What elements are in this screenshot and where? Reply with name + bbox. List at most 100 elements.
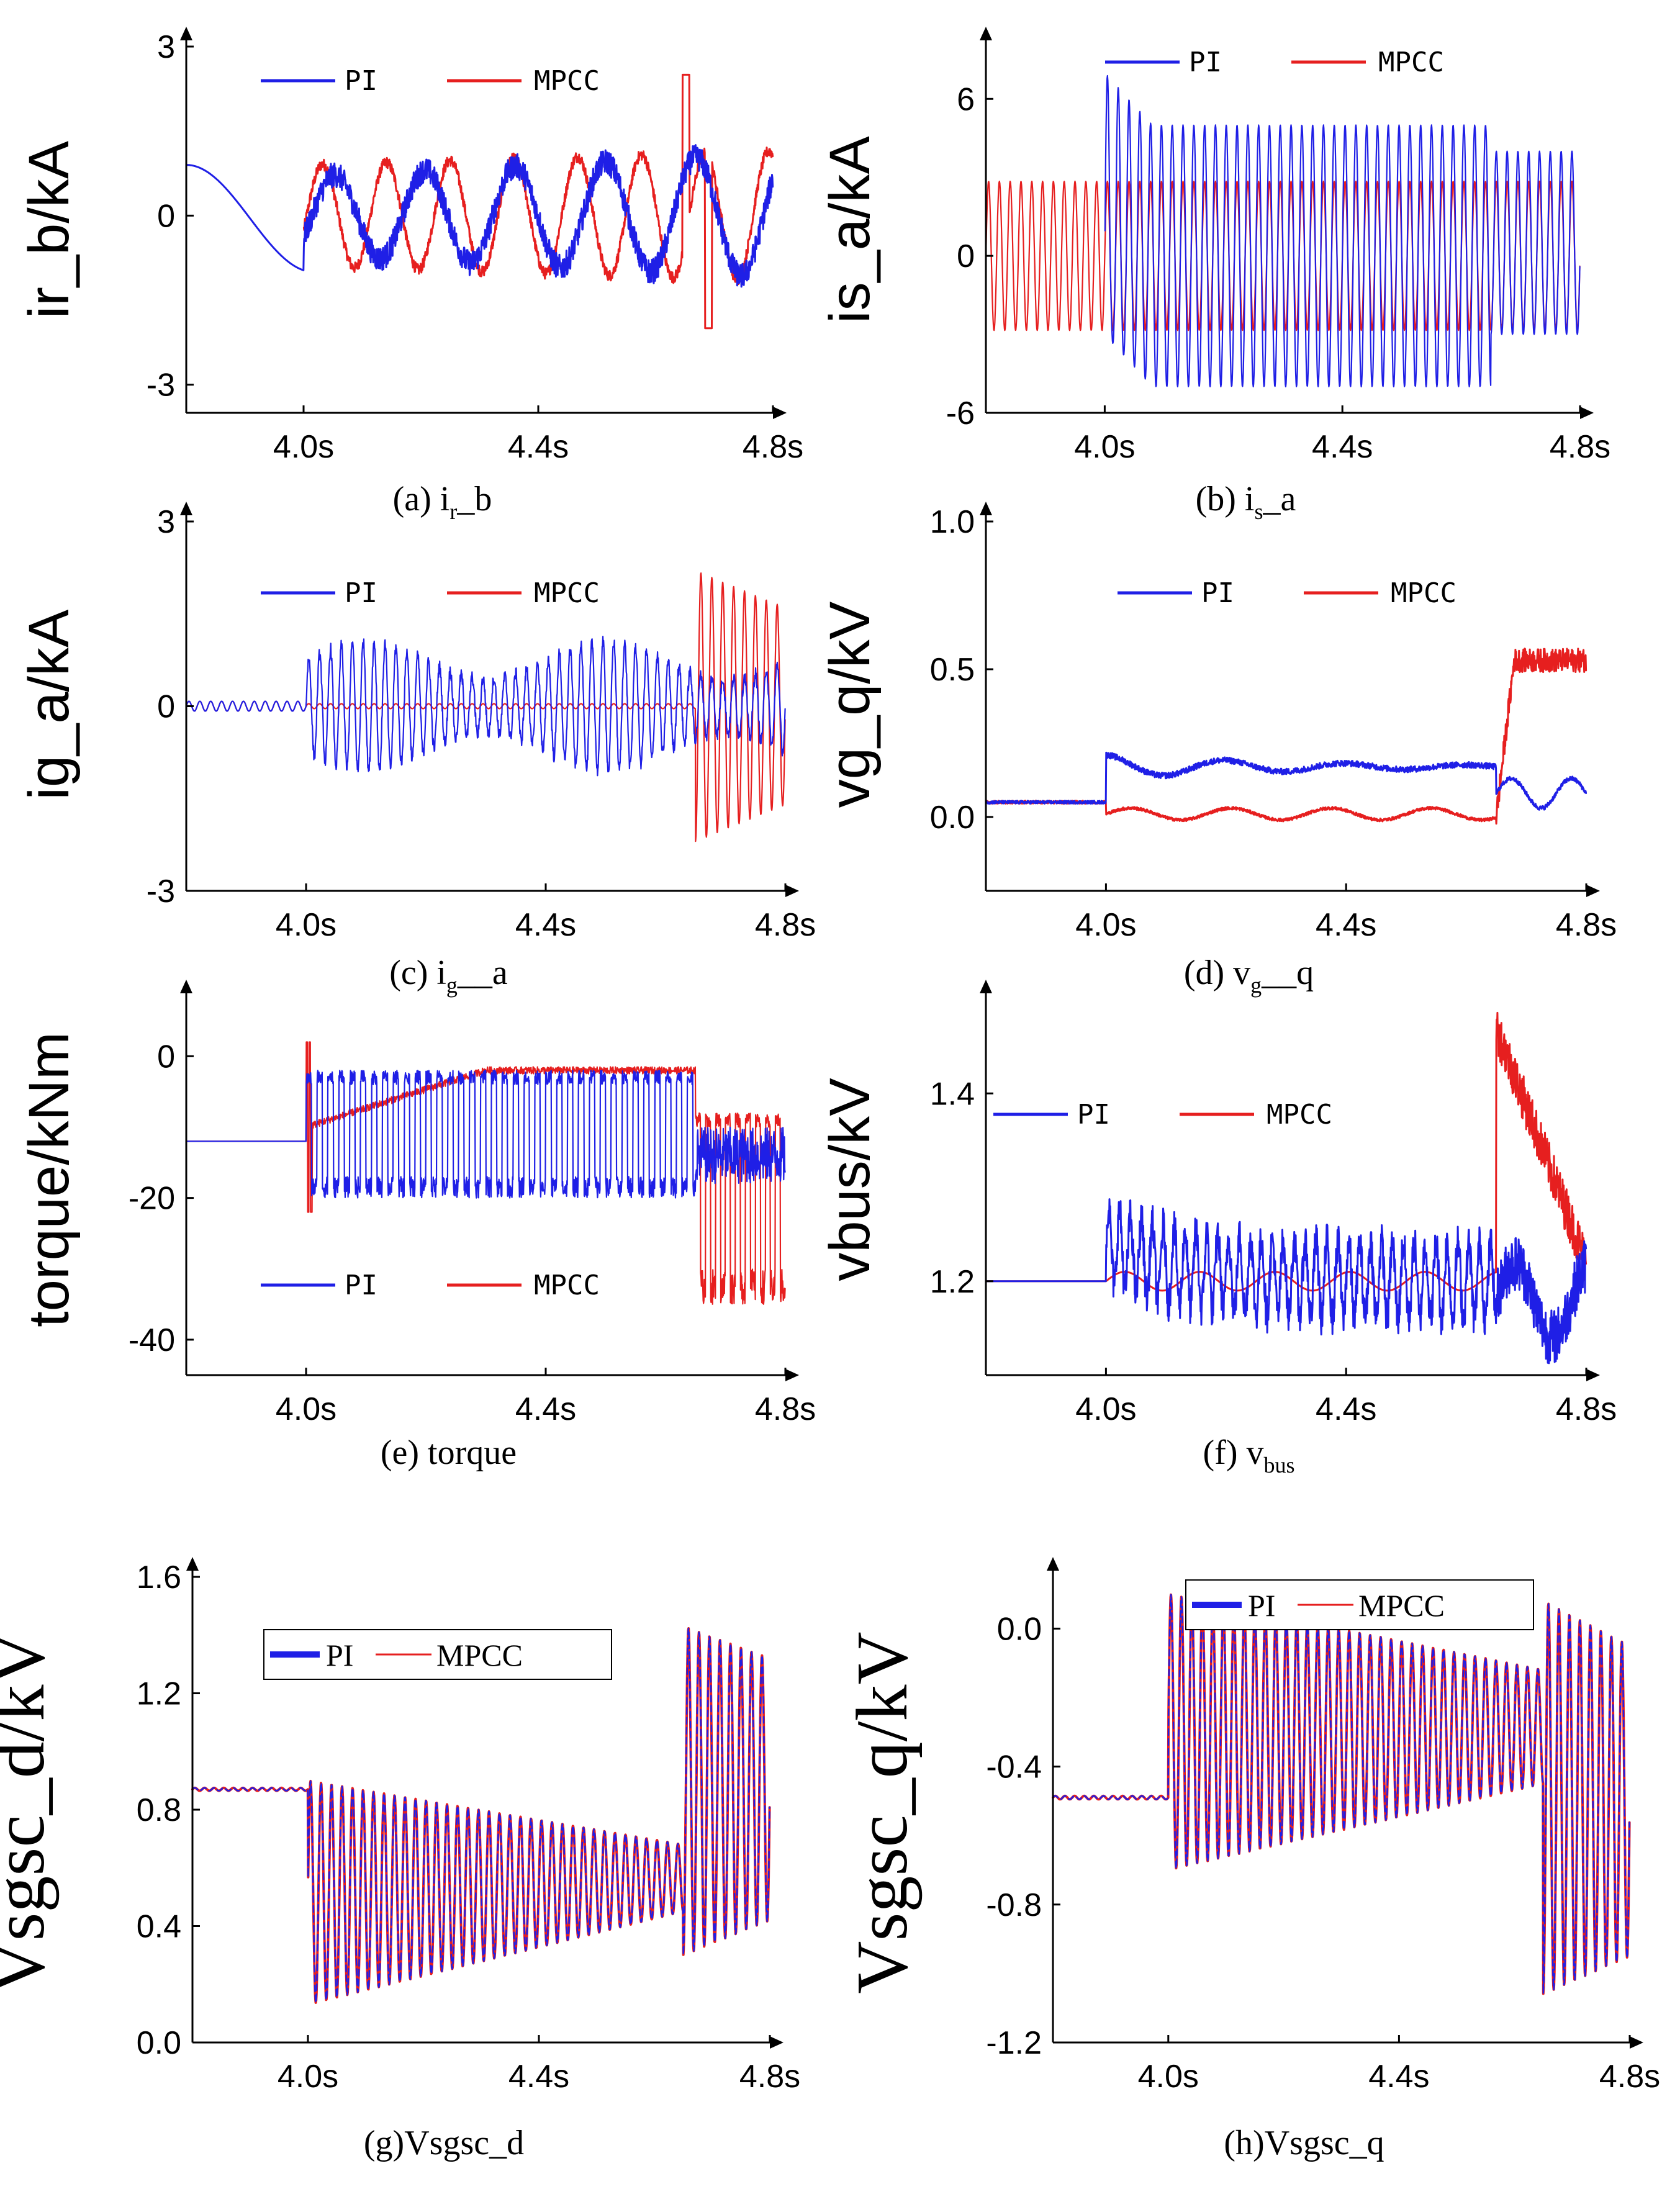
series-mpcc-f (985, 1011, 1587, 1292)
y-axis-arrow-d (980, 502, 992, 515)
y-axis-arrow-g (186, 1557, 199, 1571)
y-tick-label-a: -3 (147, 368, 175, 404)
caption-c: (c) ig__a (389, 954, 508, 998)
y-tick-label-a: 3 (157, 29, 175, 65)
y-tick-label-g: 1.6 (137, 1559, 181, 1595)
legend-label-mpcc-e: MPCC (534, 1270, 600, 1301)
y-tick-label-d: 0.0 (930, 800, 975, 836)
y-tick-label-e: -40 (129, 1322, 175, 1358)
x-tick-label-e: 4.0s (276, 1391, 336, 1427)
x-tick-label-g: 4.8s (739, 2059, 800, 2095)
x-tick-label-f: 4.8s (1556, 1391, 1617, 1427)
x-tick-label-g: 4.4s (508, 2059, 569, 2095)
x-axis-arrow-f (1586, 1369, 1600, 1381)
x-tick-label-g: 4.0s (278, 2059, 338, 2095)
series-mpcc-h (1052, 1593, 1631, 1995)
y-tick-label-d: 0.5 (930, 652, 975, 688)
x-tick-label-e: 4.8s (755, 1391, 816, 1427)
y-axis-label-f: vbus/kV (818, 1078, 882, 1281)
x-tick-label-c: 4.4s (515, 907, 576, 943)
legend-box-g (263, 1629, 612, 1680)
y-tick-label-f: 1.2 (930, 1264, 975, 1300)
x-tick-label-f: 4.4s (1316, 1391, 1376, 1427)
chart-panel-d: 4.0s 4.4s 4.8s 1.0 0.5 0.0 vg_q/kV PI MPCC (d) vg… (818, 502, 1617, 998)
x-axis-arrow-a (773, 407, 787, 419)
series-pi-b (1104, 74, 1581, 387)
chart-panel-b: 4.0s 4.4s 4.8s 6 0 -6 is_a/kA PI MPCC (b) is_a (818, 27, 1610, 524)
legend-box-h (1185, 1579, 1534, 1630)
y-tick-label-g: 0.8 (137, 1792, 181, 1828)
series-pi-h (1052, 1594, 1630, 1995)
caption-b: (b) is_a (1196, 480, 1296, 524)
series-pi-c (185, 636, 786, 777)
series-mpcc-d (985, 648, 1587, 825)
y-axis-arrow-a (180, 27, 192, 40)
legend-label-pi-a: PI (345, 65, 377, 97)
y-tick-label-c: 0 (157, 689, 175, 725)
legend-label-mpcc-h: MPCC (1358, 1588, 1445, 1623)
x-axis-arrow-d (1586, 885, 1600, 897)
legend-label-pi-g: PI (326, 1638, 353, 1672)
x-tick-label-c: 4.8s (755, 907, 816, 943)
caption-f: (f) vbus (1203, 1433, 1295, 1478)
legend-label-mpcc-b: MPCC (1378, 47, 1444, 78)
x-tick-label-d: 4.8s (1556, 907, 1617, 943)
caption-h: (h)Vsgsc_q (1224, 2124, 1384, 2162)
y-tick-label-f: 1.4 (930, 1076, 975, 1112)
legend-label-pi-h: PI (1248, 1588, 1275, 1623)
legend-label-mpcc-a: MPCC (534, 65, 600, 97)
caption-d: (d) vg__q (1184, 954, 1314, 998)
y-tick-label-d: 1.0 (930, 504, 975, 540)
y-tick-label-g: 1.2 (137, 1676, 181, 1712)
y-axis-label-c: ig_a/kA (17, 609, 81, 800)
y-axis-label-h: Vsgsc_q/kV (841, 1632, 923, 1993)
y-tick-label-e: 0 (157, 1039, 175, 1075)
y-axis-arrow-h (1047, 1557, 1059, 1571)
x-axis-arrow-g (770, 2036, 784, 2049)
x-tick-label-b: 4.4s (1312, 429, 1373, 465)
y-tick-label-b: 6 (957, 81, 975, 117)
y-tick-label-c: -3 (147, 873, 175, 909)
caption-e: (e) torque (381, 1433, 517, 1472)
chart-panel-e: 4.0s 4.4s 4.8s 0 -20 -40 torque/kNm PI MPCC (e) t… (17, 980, 816, 1472)
y-tick-label-e: -20 (129, 1181, 175, 1217)
chart-panel-g: 4.0s 4.4s 4.8s 1.6 1.2 0.8 0.4 0.0 Vsgsc_d/kV PI M… (0, 1557, 800, 2162)
series-pi-d (985, 751, 1587, 811)
series-pi-g (191, 1627, 770, 2004)
x-axis-arrow-e (785, 1369, 799, 1381)
series-pi-f (985, 1198, 1587, 1365)
x-tick-label-c: 4.0s (276, 907, 336, 943)
legend-label-pi-c: PI (345, 577, 377, 609)
x-tick-label-h: 4.8s (1599, 2059, 1660, 2095)
legend-label-pi-f: PI (1077, 1099, 1110, 1131)
x-tick-label-d: 4.4s (1316, 907, 1376, 943)
legend-label-pi-e: PI (345, 1270, 377, 1301)
y-tick-label-h: -0.8 (986, 1887, 1042, 1923)
legend-label-mpcc-c: MPCC (534, 577, 600, 609)
y-tick-label-b: 0 (957, 238, 975, 274)
caption-g: (g)Vsgsc_d (364, 2124, 524, 2162)
chart-panel-c: 4.0s 4.4s 4.8s 3 0 -3 ig_a/kA PI MPCC (c) ig__a (17, 502, 816, 998)
legend-label-mpcc-f: MPCC (1267, 1099, 1332, 1131)
x-tick-label-b: 4.8s (1550, 429, 1610, 465)
y-axis-label-g: Vsgsc_d/kV (0, 1632, 60, 1993)
legend-label-pi-b: PI (1189, 47, 1222, 78)
x-tick-label-e: 4.4s (515, 1391, 576, 1427)
x-tick-label-a: 4.0s (273, 429, 334, 465)
series-mpcc-a (302, 73, 774, 330)
y-tick-label-g: 0.4 (137, 1909, 181, 1945)
y-tick-label-c: 3 (157, 504, 175, 540)
y-axis-label-d: vg_q/kV (818, 602, 882, 808)
x-tick-label-h: 4.4s (1368, 2059, 1429, 2095)
y-axis-arrow-b (980, 27, 992, 40)
chart-panel-a: 4.0s 4.4s 4.8s 3 0 -3 ir_b/kA PI MPCC (a) ir_b (17, 27, 803, 524)
x-tick-label-h: 4.0s (1138, 2059, 1199, 2095)
x-axis-arrow-c (785, 885, 799, 897)
y-tick-label-h: -0.4 (986, 1749, 1042, 1785)
chart-panel-h: 4.0s 4.4s 4.8s 0.0 -0.4 -0.8 -1.2 Vsgsc_q/kV PI M… (841, 1557, 1660, 2162)
legend-label-pi-d: PI (1201, 577, 1234, 609)
legend-label-mpcc-d: MPCC (1391, 577, 1456, 609)
y-tick-label-h: -1.2 (986, 2025, 1042, 2061)
x-axis-arrow-h (1630, 2036, 1643, 2049)
